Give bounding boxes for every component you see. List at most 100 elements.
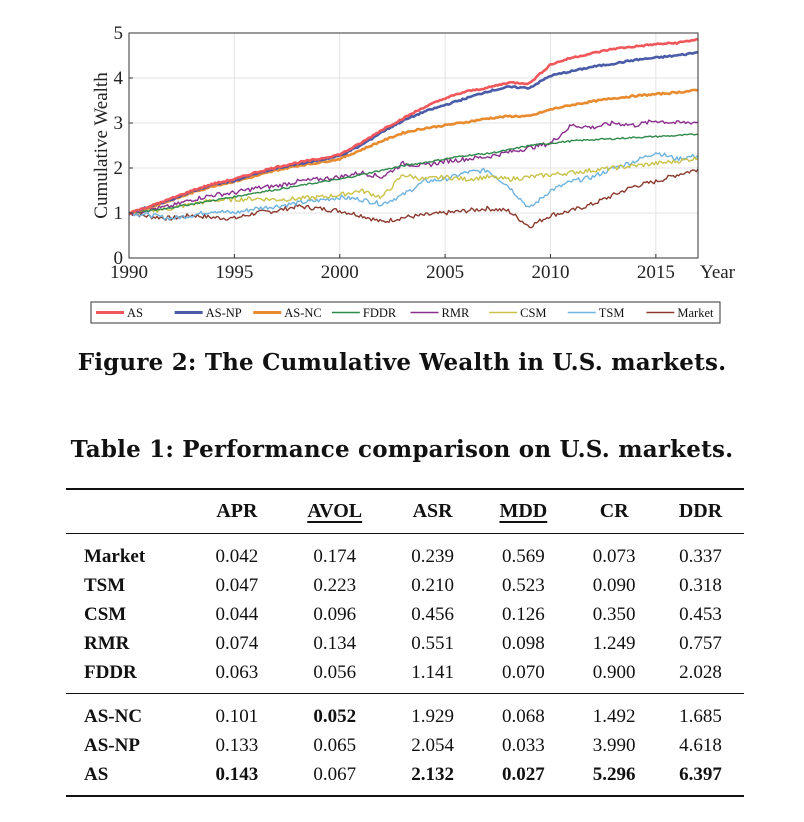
proposed-rows: AS-NC 0.101 0.052 1.929 0.068 1.492 1.68… bbox=[66, 693, 744, 796]
cell-ddr-best: 6.397 bbox=[679, 763, 722, 785]
cell-mdd: 0.070 bbox=[501, 661, 545, 683]
cell-cr: 0.900 bbox=[592, 661, 636, 683]
legend-box bbox=[90, 301, 721, 324]
cell-asr: 1.141 bbox=[411, 661, 454, 683]
cell-apr: 0.042 bbox=[215, 545, 259, 567]
cell-apr: 0.133 bbox=[215, 734, 259, 756]
series-line-market bbox=[129, 168, 699, 229]
x-tick-label: 2005 bbox=[426, 262, 464, 283]
cell-apr: 0.044 bbox=[215, 603, 259, 625]
cell-ddr: 1.685 bbox=[679, 705, 722, 727]
table-row: CSM 0.044 0.096 0.456 0.126 0.350 0.453 bbox=[66, 600, 744, 629]
cell-cr: 0.073 bbox=[592, 545, 636, 567]
x-tick-label: 1990 bbox=[110, 262, 148, 283]
cell-apr: 0.063 bbox=[215, 661, 259, 683]
series-line-fddr bbox=[128, 133, 699, 214]
legend-label: FDDR bbox=[363, 306, 397, 320]
table-caption: Table 1: Performance comparison on U.S. … bbox=[70, 436, 734, 463]
legend-label: TSM bbox=[599, 306, 625, 320]
row-label: FDDR bbox=[84, 661, 137, 683]
y-tick-label: 0 bbox=[114, 248, 124, 269]
cell-ddr: 2.028 bbox=[679, 661, 722, 683]
cell-avol: 0.174 bbox=[313, 545, 357, 567]
header-avol: AVOL bbox=[280, 489, 390, 534]
series-line-csm bbox=[128, 156, 699, 215]
cell-ddr: 0.757 bbox=[679, 632, 722, 654]
cell-ddr: 4.618 bbox=[679, 734, 722, 756]
legend-label: AS bbox=[127, 306, 143, 320]
cell-avol: 0.134 bbox=[313, 632, 357, 654]
chart-canvas: 0 1 2 3 4 5 1990 1995 2000 2005 2010 2015 Year Cumula… bbox=[90, 23, 736, 324]
cell-avol: 0.096 bbox=[313, 603, 357, 625]
header-mdd: MDD bbox=[475, 489, 571, 534]
header-empty bbox=[66, 489, 194, 534]
cell-ddr: 0.453 bbox=[679, 603, 722, 625]
x-tick-label: 2010 bbox=[531, 262, 569, 283]
y-tick-label: 5 bbox=[114, 23, 124, 44]
cell-avol: 0.065 bbox=[313, 734, 357, 756]
series-line-tsm bbox=[128, 151, 699, 221]
row-label: CSM bbox=[84, 603, 127, 625]
cell-asr-best: 2.132 bbox=[411, 763, 454, 785]
cell-apr: 0.074 bbox=[215, 632, 259, 654]
cell-asr: 1.929 bbox=[411, 705, 454, 727]
header-apr: APR bbox=[216, 500, 258, 522]
cell-avol-best: 0.052 bbox=[313, 705, 357, 727]
cell-avol: 0.056 bbox=[313, 661, 357, 683]
y-tick-label: 2 bbox=[114, 158, 124, 179]
cell-mdd: 0.068 bbox=[501, 705, 545, 727]
series-line-as bbox=[128, 37, 699, 215]
cell-cr: 0.090 bbox=[592, 574, 636, 596]
baseline-rows: Market 0.042 0.174 0.239 0.569 0.073 0.3… bbox=[66, 534, 744, 694]
row-label: TSM bbox=[84, 574, 126, 596]
cell-asr: 0.551 bbox=[411, 632, 454, 654]
figure-caption: Figure 2: The Cumulative Wealth in U.S. … bbox=[77, 349, 727, 376]
header-mdd-label: MDD bbox=[499, 500, 548, 522]
cell-cr: 3.990 bbox=[592, 734, 636, 756]
performance-table: APR AVOL ASR MDD CR DDR Market 0.042 0.1… bbox=[66, 488, 744, 797]
cell-cr: 1.249 bbox=[592, 632, 636, 654]
table-row: AS 0.143 0.067 2.132 0.027 5.296 6.397 bbox=[66, 760, 744, 796]
header-asr: ASR bbox=[412, 500, 453, 522]
cell-asr: 0.239 bbox=[411, 545, 454, 567]
cell-mdd: 0.098 bbox=[501, 632, 545, 654]
x-axis-label: Year bbox=[700, 262, 736, 283]
row-label: AS bbox=[84, 763, 109, 785]
x-tick-label: 2015 bbox=[637, 262, 675, 283]
cumulative-wealth-chart: 0 1 2 3 4 5 1990 1995 2000 2005 2010 2015 Year Cumula… bbox=[0, 0, 804, 330]
y-tick-label: 4 bbox=[114, 68, 124, 89]
table-row: TSM 0.047 0.223 0.210 0.523 0.090 0.318 bbox=[66, 571, 744, 600]
legend-label: AS-NC bbox=[284, 306, 322, 320]
cell-avol: 0.223 bbox=[313, 574, 357, 596]
row-label: AS-NP bbox=[84, 734, 140, 756]
cell-apr: 0.101 bbox=[215, 705, 259, 727]
cell-asr: 2.054 bbox=[411, 734, 454, 756]
cell-mdd: 0.569 bbox=[501, 545, 545, 567]
row-label: RMR bbox=[84, 632, 130, 654]
table-row: AS-NP 0.133 0.065 2.054 0.033 3.990 4.61… bbox=[66, 731, 744, 760]
cell-mdd: 0.523 bbox=[501, 574, 545, 596]
y-tick-label: 3 bbox=[114, 113, 124, 134]
y-tick-label: 1 bbox=[114, 203, 124, 224]
cell-cr: 0.350 bbox=[592, 603, 636, 625]
legend-label: CSM bbox=[520, 306, 546, 320]
series-line-rmr bbox=[128, 119, 699, 216]
series-line-as-nc bbox=[128, 88, 698, 215]
plot-frame bbox=[128, 32, 699, 259]
row-label: Market bbox=[84, 545, 146, 567]
cell-mdd: 0.033 bbox=[501, 734, 545, 756]
cell-mdd: 0.126 bbox=[501, 603, 545, 625]
cell-asr: 0.456 bbox=[411, 603, 454, 625]
table-row: RMR 0.074 0.134 0.551 0.098 1.249 0.757 bbox=[66, 629, 744, 658]
table-row: AS-NC 0.101 0.052 1.929 0.068 1.492 1.68… bbox=[66, 694, 744, 732]
cell-ddr: 0.318 bbox=[679, 574, 722, 596]
x-tick-label: 2000 bbox=[321, 262, 359, 283]
legend-label: Market bbox=[677, 306, 714, 320]
cell-mdd-best: 0.027 bbox=[501, 763, 545, 785]
y-axis-label: Cumulative Wealth bbox=[91, 72, 112, 219]
table-row: Market 0.042 0.174 0.239 0.569 0.073 0.3… bbox=[66, 534, 744, 572]
table-header-row: APR AVOL ASR MDD CR DDR bbox=[66, 489, 744, 534]
cell-cr-best: 5.296 bbox=[592, 763, 636, 785]
cell-cr: 1.492 bbox=[592, 705, 636, 727]
row-label: AS-NC bbox=[84, 705, 143, 727]
